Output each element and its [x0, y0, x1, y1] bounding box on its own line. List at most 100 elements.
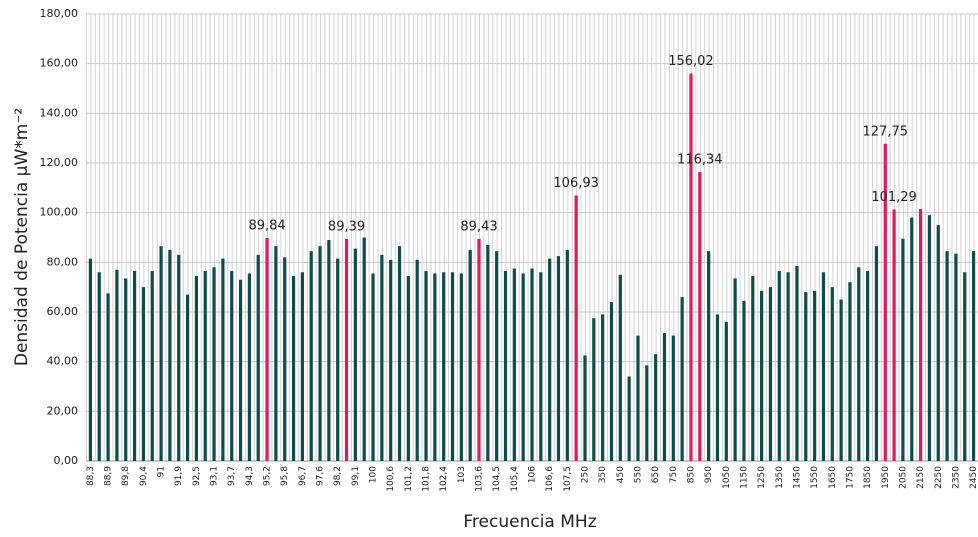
bar: [601, 314, 605, 461]
bar: [353, 248, 357, 461]
x-tick-label: 94,3: [245, 466, 255, 486]
x-tick-label: 88,3: [86, 466, 96, 486]
x-tick-label: 2350: [951, 466, 961, 489]
bar: [768, 287, 773, 461]
bar: [936, 225, 940, 461]
bar: [548, 258, 552, 461]
bar: [159, 246, 163, 461]
bar: [185, 294, 190, 461]
y-tick-label: 120,00: [40, 156, 79, 169]
bar: [495, 251, 499, 461]
y-tick-label: 100,00: [40, 206, 79, 219]
bar: [618, 274, 622, 461]
bar: [627, 376, 631, 461]
x-tick-label: 750: [669, 466, 679, 483]
bar: [468, 249, 472, 461]
bar: [645, 365, 649, 461]
bar: [459, 273, 463, 461]
x-tick-label: 91: [157, 466, 167, 477]
bar: [556, 256, 561, 461]
bar: [751, 275, 755, 461]
x-tick-label: 1650: [828, 466, 838, 489]
x-tick-label: 2450: [969, 466, 978, 489]
bar: [539, 272, 543, 461]
bar: [247, 273, 251, 461]
data-label: 106,93: [553, 176, 599, 191]
bar: [327, 239, 331, 461]
bar: [380, 254, 384, 461]
x-tick-label: 98,2: [333, 466, 343, 486]
bar: [901, 238, 905, 461]
bar: [671, 335, 675, 461]
x-tick-label: 1750: [845, 466, 855, 489]
x-tick-label: 107,5: [563, 466, 573, 492]
x-tick-label: 1950: [881, 466, 891, 489]
bar: [945, 251, 949, 461]
y-tick-label: 60,00: [47, 305, 79, 318]
data-label: 156,02: [668, 54, 714, 69]
bar: [141, 287, 146, 461]
bar: [291, 275, 296, 461]
bar: [813, 290, 817, 461]
bar: [274, 246, 278, 461]
bar: [132, 271, 137, 461]
x-tick-label: 97,6: [316, 466, 326, 486]
bar: [150, 271, 154, 461]
bar: [115, 269, 119, 461]
bar: [715, 314, 720, 461]
bar: [88, 258, 93, 461]
bar: [592, 318, 596, 461]
bar: [821, 272, 826, 461]
bar: [804, 292, 808, 461]
bar: [97, 272, 101, 461]
x-tick-label: 2150: [916, 466, 926, 489]
bar: [238, 279, 243, 461]
bar: [918, 208, 923, 461]
bar: [124, 278, 128, 461]
bar: [830, 287, 834, 461]
bar: [654, 354, 658, 461]
x-tick-label: 450: [616, 466, 626, 483]
bar: [362, 237, 366, 461]
bar: [512, 268, 516, 461]
x-tick-label: 100: [369, 466, 379, 483]
y-axis-title: Densidad de Potencia µW*m⁻²: [12, 108, 32, 366]
data-label: 89,84: [248, 218, 285, 233]
x-tick-label: 101,2: [404, 466, 414, 492]
bar: [954, 253, 958, 461]
bar: [389, 259, 393, 461]
bar: [256, 254, 260, 461]
bar: [574, 195, 578, 462]
x-tick-label: 95,2: [263, 466, 273, 486]
data-label: 89,43: [460, 219, 497, 234]
bar: [486, 244, 490, 461]
bar: [927, 215, 932, 461]
x-tick-label: 104,5: [492, 466, 502, 492]
bar: [336, 258, 340, 461]
data-label: 101,29: [871, 190, 917, 205]
x-tick-label: 88,9: [104, 466, 114, 486]
bar: [318, 246, 322, 461]
x-tick-label: 1150: [739, 466, 749, 489]
x-tick-label: 1050: [722, 466, 732, 489]
x-tick-label: 1450: [792, 466, 802, 489]
x-tick-label: 850: [686, 466, 696, 483]
bar: [892, 209, 896, 461]
x-tick-label: 101,8: [422, 466, 432, 492]
x-tick-label: 105,4: [510, 466, 520, 492]
x-tick-label: 99,1: [351, 466, 361, 486]
bar: [283, 257, 287, 461]
bar: [636, 335, 640, 461]
x-tick-label: 350: [598, 466, 608, 483]
y-tick-label: 0,00: [54, 454, 79, 467]
bar: [433, 273, 437, 461]
bar: [742, 300, 746, 461]
y-tick-label: 20,00: [47, 404, 79, 417]
bar: [760, 290, 764, 461]
bar: [689, 73, 693, 462]
bar: [857, 267, 861, 461]
y-tick-label: 80,00: [47, 255, 79, 268]
bar: [397, 246, 402, 461]
x-tick-label: 93,1: [210, 466, 220, 486]
bar: [910, 217, 914, 461]
